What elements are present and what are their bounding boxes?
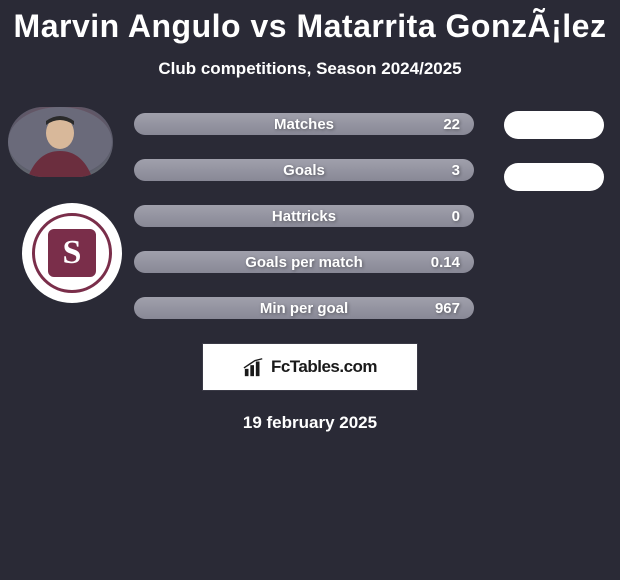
player2-placeholder	[504, 111, 604, 139]
stat-label: Goals	[283, 162, 325, 179]
badge-ring	[32, 213, 112, 293]
club2-placeholder	[504, 163, 604, 191]
stat-label: Hattricks	[272, 208, 336, 225]
stat-row: Goals 3	[134, 159, 494, 181]
stat-bar-hattricks: Hattricks 0	[134, 205, 474, 227]
bar-chart-icon	[243, 356, 265, 378]
stat-row: Matches 22	[134, 113, 494, 135]
stat-bar-goals: Goals 3	[134, 159, 474, 181]
stat-row: Hattricks 0	[134, 205, 494, 227]
stat-value: 967	[435, 300, 460, 317]
stat-label: Matches	[274, 116, 334, 133]
brand-text: FcTables.com	[271, 357, 377, 377]
stat-value: 0	[452, 208, 460, 225]
stat-value: 22	[443, 116, 460, 133]
stat-bars: Matches 22 Goals 3 Hattricks 0 Goals per…	[134, 107, 494, 319]
stat-label: Min per goal	[260, 300, 348, 317]
content-row: S Matches 22 Goals 3 Hattricks 0 Goals p…	[0, 107, 620, 319]
player-avatar	[8, 107, 113, 177]
comparison-subtitle: Club competitions, Season 2024/2025	[0, 59, 620, 79]
right-column	[494, 107, 614, 319]
brand-box: FcTables.com	[202, 343, 418, 391]
comparison-title: Marvin Angulo vs Matarrita GonzÃ¡lez	[0, 0, 620, 45]
club-badge: S	[22, 203, 122, 303]
snapshot-date: 19 february 2025	[0, 413, 620, 433]
stat-row: Min per goal 967	[134, 297, 494, 319]
left-column: S	[6, 107, 134, 319]
stat-label: Goals per match	[245, 254, 363, 271]
avatar-placeholder-icon	[8, 107, 113, 177]
stat-bar-goals-per-match: Goals per match 0.14	[134, 251, 474, 273]
stat-value: 0.14	[431, 254, 460, 271]
stat-bar-min-per-goal: Min per goal 967	[134, 297, 474, 319]
stat-value: 3	[452, 162, 460, 179]
stat-bar-matches: Matches 22	[134, 113, 474, 135]
stat-row: Goals per match 0.14	[134, 251, 494, 273]
